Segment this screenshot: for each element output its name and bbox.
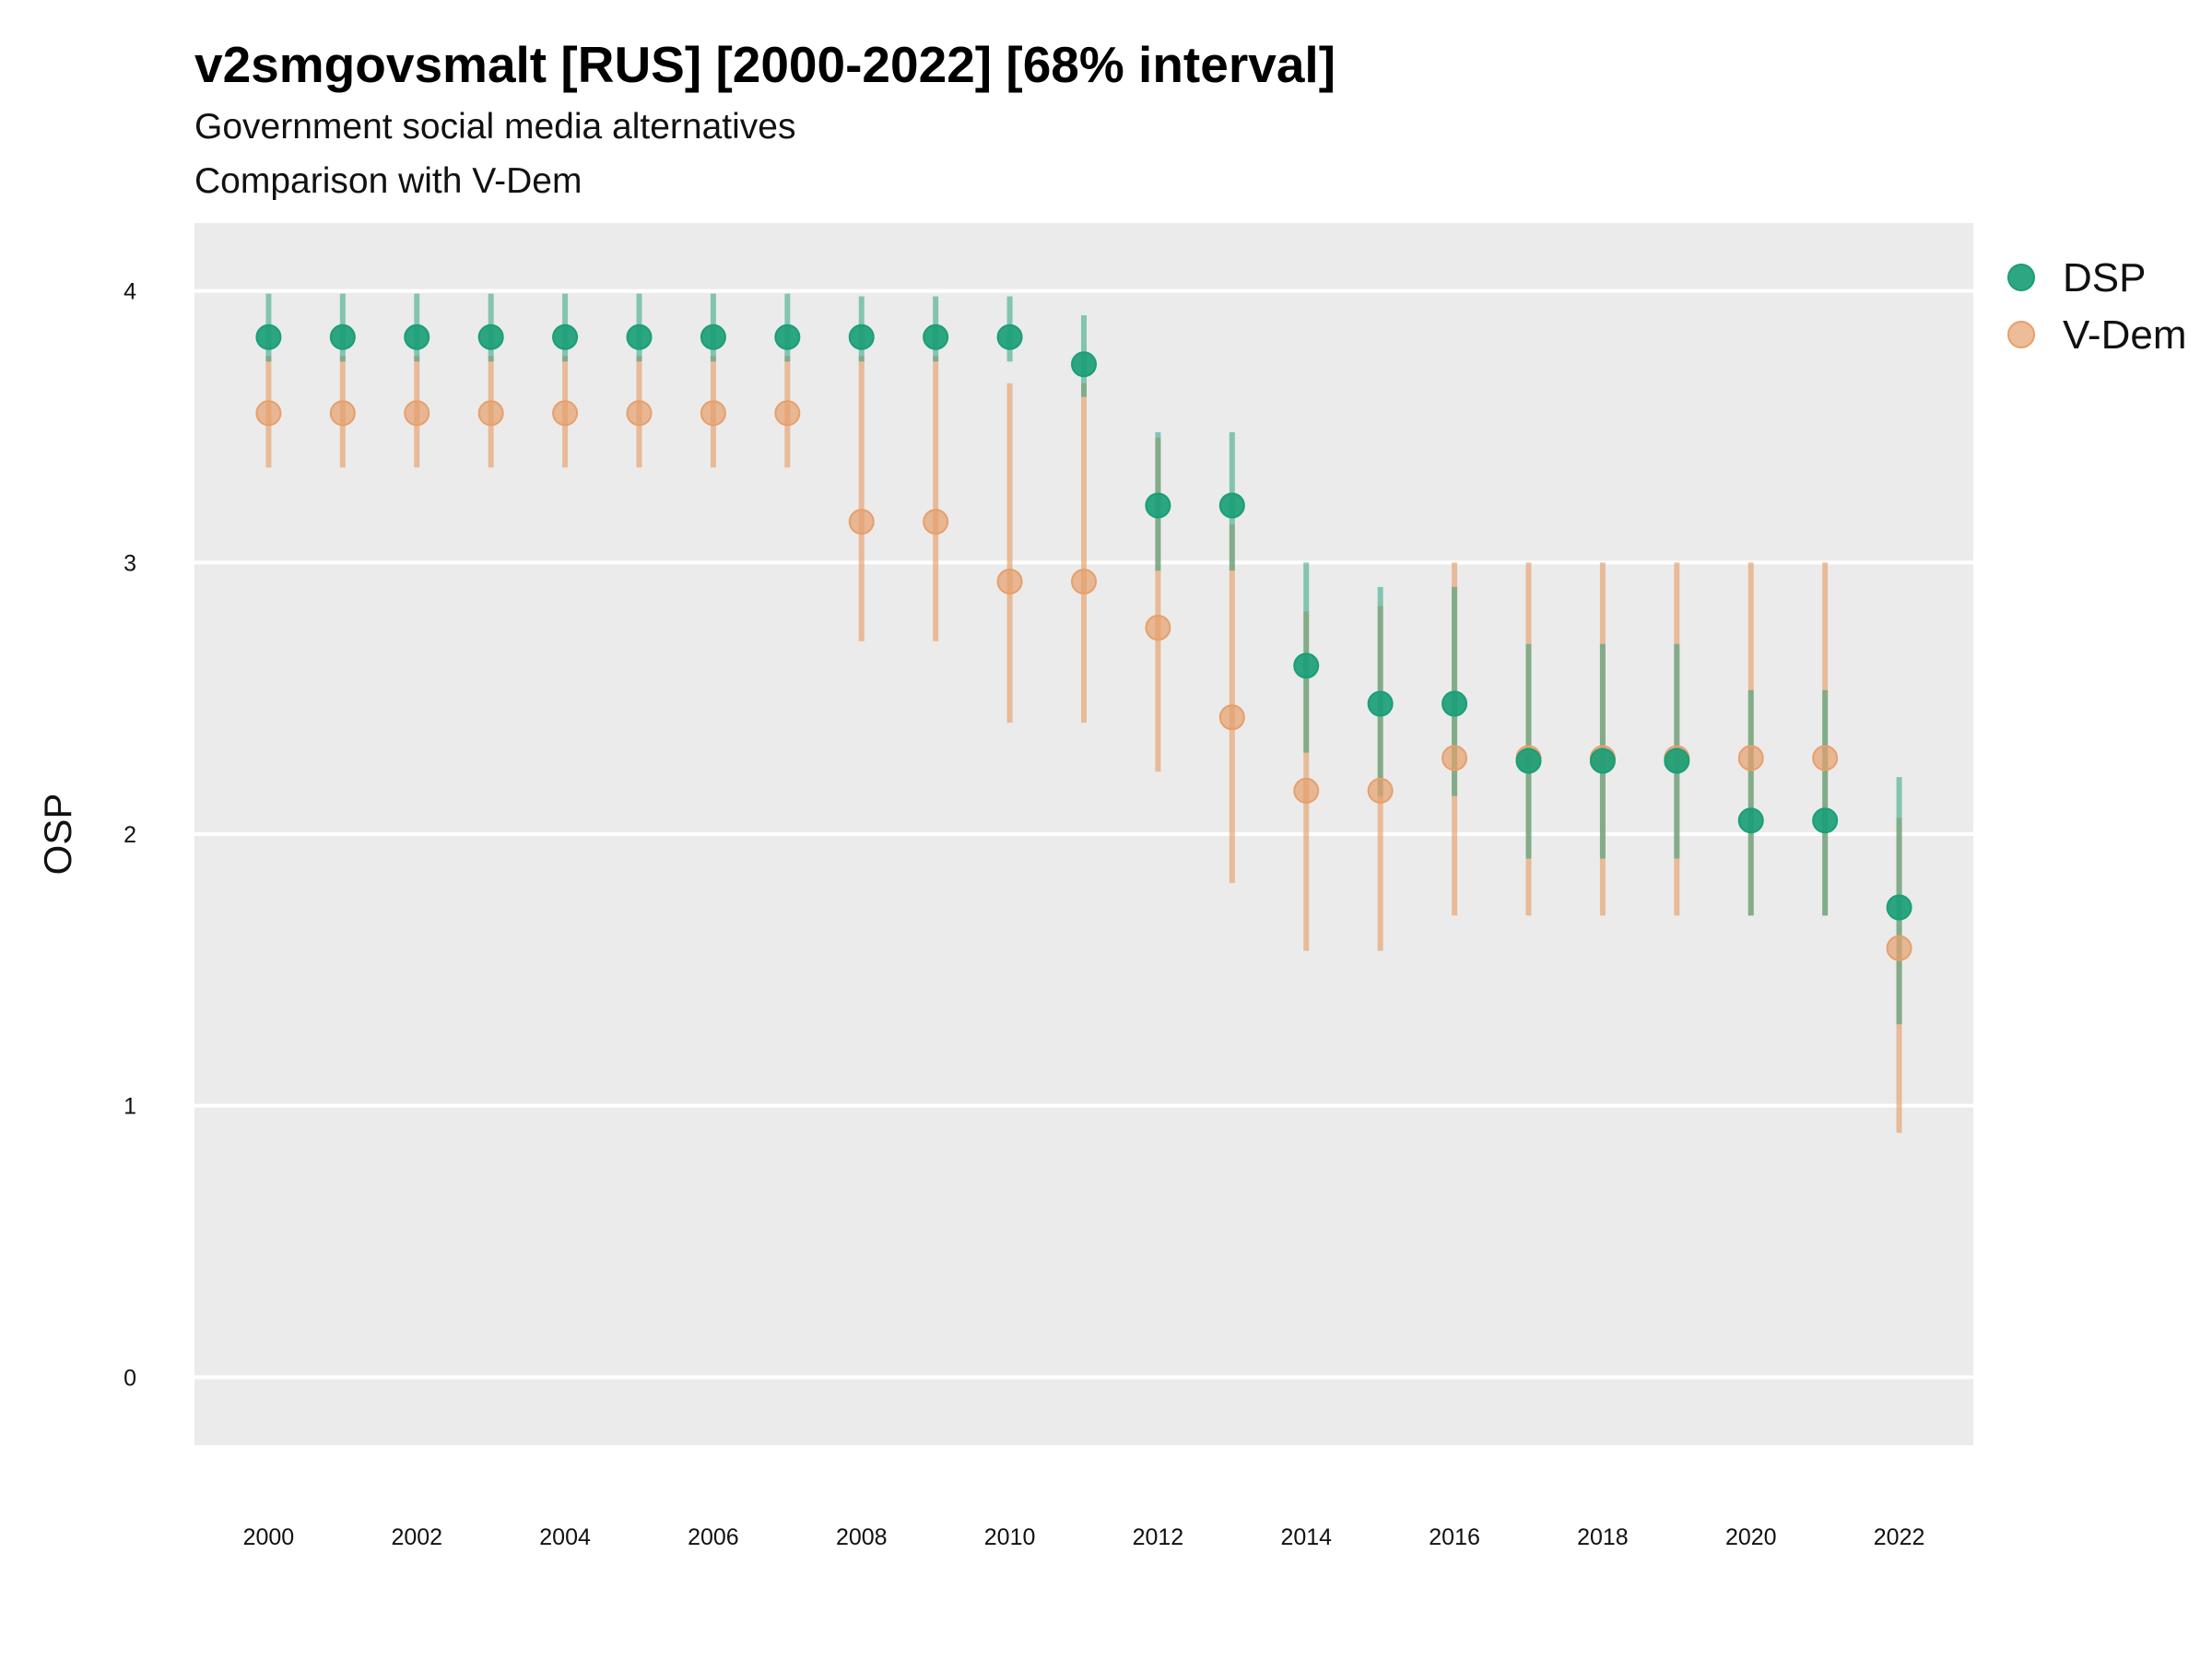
v-dem-point-2011 (1071, 568, 1097, 594)
chart-title: v2smgovsmalt [RUS] [2000-2022] [68% inte… (194, 36, 1336, 93)
dsp-point-2006 (700, 324, 726, 350)
v-dem-point-2013 (1218, 704, 1245, 731)
y-axis-label: OSP (36, 794, 79, 876)
legend: DSP V-Dem (2007, 255, 2186, 358)
y-tick-label: 1 (124, 1094, 136, 1120)
v-dem-point-2000 (255, 400, 282, 427)
dsp-point-2001 (329, 324, 356, 350)
dsp-point-2015 (1367, 690, 1394, 717)
v-dem-point-2009 (923, 509, 949, 535)
dsp-point-2011 (1071, 351, 1097, 378)
dsp-point-2013 (1218, 492, 1245, 519)
legend-label-dsp: DSP (2063, 255, 2146, 300)
v-dem-point-2016 (1441, 745, 1468, 771)
y-axis-ticks: 0 1 2 3 4 (124, 279, 136, 1392)
dsp-point-2007 (774, 324, 801, 350)
legend-label-v-dem: V-Dem (2063, 312, 2186, 358)
dsp-point-2014 (1293, 653, 1320, 679)
dsp-point-2016 (1441, 690, 1468, 717)
v-dem-point-2022 (1886, 935, 1912, 961)
x-tick-label: 2012 (1133, 1524, 1184, 1550)
dsp-point-2017 (1515, 747, 1542, 774)
x-tick-label: 2010 (984, 1524, 1036, 1550)
y-tick-label: 4 (124, 279, 136, 305)
x-tick-label: 2004 (539, 1524, 591, 1550)
dsp-point-2003 (477, 324, 504, 350)
x-tick-label: 2018 (1577, 1524, 1629, 1550)
dsp-point-2020 (1737, 807, 1764, 834)
dsp-point-2002 (404, 324, 430, 350)
chart-caption: Comparison with V-Dem (194, 161, 582, 201)
v-dem-point-2005 (626, 400, 653, 427)
v-dem-point-2020 (1737, 745, 1764, 771)
v-dem-point-2003 (477, 400, 504, 427)
x-tick-label: 2002 (391, 1524, 442, 1550)
dsp-point-2012 (1145, 492, 1171, 519)
dsp-point-2019 (1664, 747, 1690, 774)
x-tick-label: 2022 (1874, 1524, 1925, 1550)
dsp-point-2018 (1589, 747, 1616, 774)
dsp-point-2022 (1886, 894, 1912, 921)
x-tick-label: 2016 (1429, 1524, 1480, 1550)
dsp-point-2009 (923, 324, 949, 350)
legend-key-v-dem (2007, 321, 2035, 348)
v-dem-point-2001 (329, 400, 356, 427)
y-tick-label: 2 (124, 822, 136, 848)
dsp-point-2000 (255, 324, 282, 350)
x-axis-ticks: 2000 2002 2004 2006 2008 2010 2012 2014 2016 2018… (243, 1524, 1925, 1550)
dsp-point-2021 (1812, 807, 1839, 834)
x-tick-label: 2014 (1280, 1524, 1332, 1550)
v-dem-point-2004 (552, 400, 579, 427)
dsp-point-2004 (552, 324, 579, 350)
v-dem-point-2008 (848, 509, 875, 535)
v-dem-point-2006 (700, 400, 726, 427)
legend-key-dsp (2007, 264, 2035, 291)
v-dem-point-2021 (1812, 745, 1839, 771)
dsp-point-2010 (996, 324, 1023, 350)
x-tick-label: 2000 (243, 1524, 295, 1550)
y-tick-label: 0 (124, 1365, 136, 1391)
chart-subtitle: Government social media alternatives (194, 107, 796, 147)
v-dem-point-2007 (774, 400, 801, 427)
dsp-point-2008 (848, 324, 875, 350)
y-tick-label: 3 (124, 550, 136, 576)
x-tick-label: 2006 (688, 1524, 739, 1550)
dsp-point-2005 (626, 324, 653, 350)
v-dem-point-2002 (404, 400, 430, 427)
v-dem-point-2015 (1367, 777, 1394, 804)
v-dem-point-2012 (1145, 615, 1171, 641)
x-tick-label: 2008 (836, 1524, 888, 1550)
x-tick-label: 2020 (1725, 1524, 1777, 1550)
v-dem-point-2010 (996, 568, 1023, 594)
data-points (255, 324, 1912, 961)
v-dem-point-2014 (1293, 777, 1320, 804)
